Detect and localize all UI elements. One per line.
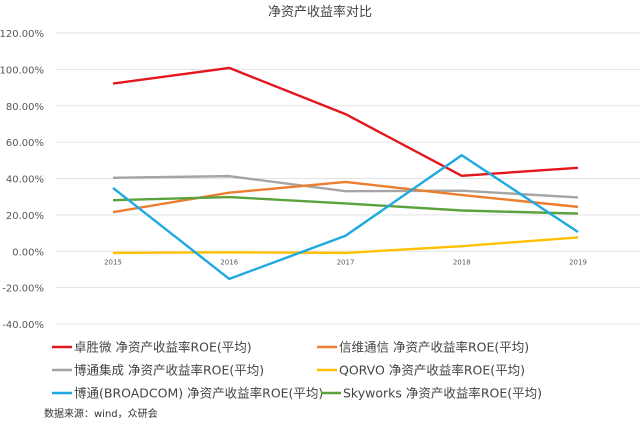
legend-item: 卓胜微 净资产收益率ROE(平均): [52, 340, 252, 355]
y-tick-label: 0.00%: [12, 247, 44, 258]
y-tick-label: 60.00%: [6, 138, 44, 149]
y-tick-label: -20.00%: [2, 284, 44, 295]
source-note: 数据来源：wind，众研会: [44, 407, 158, 420]
legend-item: 博通集成 净资产收益率ROE(平均): [52, 363, 264, 378]
legend-label: 博通(BROADCOM) 净资产收益率ROE(平均): [74, 386, 323, 401]
series-line-5: [112, 195, 579, 215]
y-tick-label: 40.00%: [6, 175, 44, 186]
x-tick-label: 2017: [337, 258, 355, 266]
x-tick-label: 2019: [569, 258, 587, 266]
chart-title: 净资产收益率对比: [268, 4, 372, 20]
x-tick-label: 2015: [104, 258, 122, 266]
x-tick-label: 2016: [220, 258, 238, 266]
legend-label: QORVO 净资产收益率ROE(平均): [339, 363, 525, 378]
legend-item: 博通(BROADCOM) 净资产收益率ROE(平均): [52, 386, 323, 401]
legend-label: Skyworks 净资产收益率ROE(平均): [343, 386, 542, 401]
y-tick-label: -40.00%: [2, 320, 44, 331]
series-line-2: [112, 174, 579, 199]
legend-item: Skyworks 净资产收益率ROE(平均): [321, 386, 542, 401]
legend-label: 卓胜微 净资产收益率ROE(平均): [74, 340, 252, 355]
series-line-0: [112, 66, 579, 177]
legend-item: 信维通信 净资产收益率ROE(平均): [317, 340, 529, 355]
series-line-4: [112, 154, 579, 281]
y-tick-label: 20.00%: [6, 211, 44, 222]
y-tick-label: 80.00%: [6, 102, 44, 113]
x-tick-label: 2018: [453, 258, 471, 266]
legend-item: QORVO 净资产收益率ROE(平均): [317, 363, 525, 378]
y-tick-label: 100.00%: [0, 65, 44, 76]
legend-label: 信维通信 净资产收益率ROE(平均): [339, 340, 529, 355]
legend-label: 博通集成 净资产收益率ROE(平均): [74, 363, 264, 378]
y-tick-label: 120.00%: [0, 29, 44, 40]
series-line-3: [112, 236, 579, 255]
